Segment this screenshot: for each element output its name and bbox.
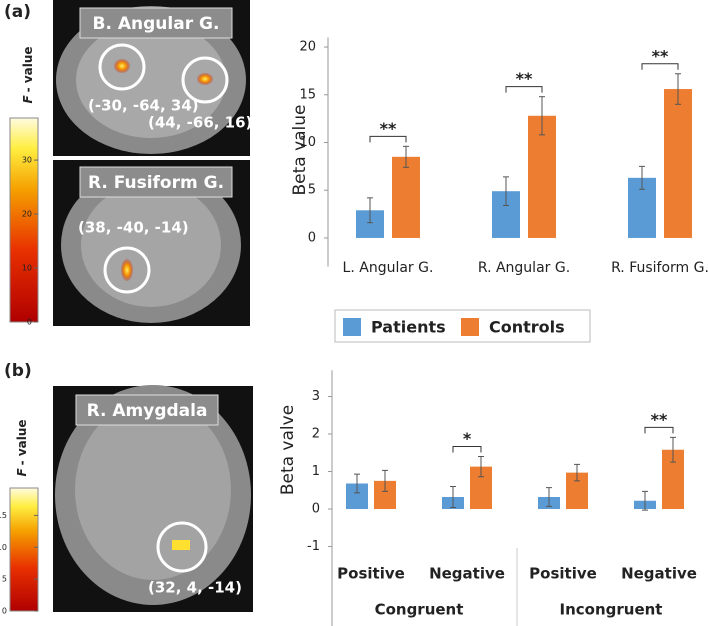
- error-bar: [574, 463, 580, 482]
- brain-title: R. Fusiform G.: [88, 173, 224, 193]
- error-bar: [539, 96, 545, 136]
- legend-swatch: [461, 318, 479, 336]
- y-axis-label: Beta value: [290, 104, 310, 195]
- error-bar: [354, 473, 360, 494]
- coordinate: (32, 4, -14): [148, 579, 242, 597]
- colorbar: [9, 117, 39, 323]
- error-bar: [478, 456, 484, 478]
- bar: [528, 115, 556, 238]
- significance-bracket: [452, 446, 482, 453]
- brain-title: R. Amygdala: [87, 401, 208, 421]
- colorbar-label-italic: F: [15, 468, 29, 477]
- coordinate: (-30, -64, 34): [88, 97, 199, 115]
- significance-bracket: [505, 86, 543, 93]
- bar: [664, 89, 692, 238]
- bar: [662, 449, 684, 509]
- colorbar-tick-label: 10: [22, 264, 32, 273]
- group-label: Congruent: [375, 601, 464, 619]
- y-tick-label: 0: [308, 230, 316, 245]
- colorbar-tick-label: 10: [0, 543, 7, 552]
- x-tick-label: Positive: [337, 565, 405, 583]
- brain-title: B. Angular G.: [93, 14, 220, 34]
- legend-label: Patients: [371, 318, 446, 337]
- x-tick-label: Negative: [429, 565, 505, 583]
- error-bar: [642, 490, 648, 511]
- significance-bracket: [641, 63, 679, 70]
- error-bar: [675, 73, 681, 105]
- significance-label: **: [516, 69, 533, 88]
- y-tick-label: 15: [299, 87, 316, 102]
- colorbar-tick-label: 0: [2, 607, 7, 616]
- x-tick-label: R. Fusiform G.: [611, 260, 709, 276]
- coordinate: (38, -40, -14): [78, 219, 189, 237]
- y-tick-label: 3: [312, 389, 320, 404]
- y-tick-label: 5: [308, 183, 316, 198]
- colorbar-label: F - value: [21, 46, 35, 103]
- error-bar: [670, 436, 676, 463]
- x-tick-label: L. Angular G.: [343, 260, 434, 276]
- bar: [470, 466, 492, 509]
- error-bar: [546, 487, 552, 507]
- colorbar-label-text: - value: [21, 46, 35, 92]
- y-tick-label: 1: [312, 464, 320, 479]
- y-tick-label: 2: [312, 427, 320, 442]
- brain-image: R. Amygdala (32, 4, -14): [53, 385, 253, 612]
- colorbar-label-text: - value: [15, 419, 29, 465]
- significance-label: **: [380, 119, 397, 138]
- significance-label: **: [651, 410, 668, 429]
- x-tick-label: Positive: [529, 565, 597, 583]
- colorbar-label: F - value: [15, 419, 29, 476]
- legend-swatch: [343, 318, 361, 336]
- bar: [566, 472, 588, 509]
- brain-image: R. Fusiform G. (38, -40, -14): [53, 160, 250, 326]
- significance-label: **: [652, 46, 669, 65]
- error-bar: [450, 486, 456, 508]
- error-bar: [367, 197, 373, 224]
- coordinate: (44, -66, 16): [148, 114, 252, 132]
- colorbar-tick-label: 15: [0, 511, 7, 520]
- brain-image: B. Angular G. (-30, -64, 34) (44, -66, 1…: [53, 0, 252, 156]
- colorbar-tick-label: 20: [22, 210, 32, 219]
- y-tick-label: 20: [299, 40, 316, 55]
- significance-label: *: [463, 429, 472, 448]
- error-bar: [639, 165, 645, 190]
- colorbar-tick-label: 30: [22, 156, 32, 165]
- colorbar: [9, 487, 39, 612]
- colorbar-tick-label: 0: [27, 318, 32, 327]
- bar: [392, 156, 420, 238]
- group-label: Incongruent: [560, 601, 663, 619]
- panel-label: (b): [4, 361, 32, 381]
- significance-bracket: [369, 135, 407, 143]
- bar: [374, 480, 396, 509]
- y-tick-label: -1: [307, 539, 320, 554]
- y-axis-label: Beta valve: [278, 405, 298, 495]
- error-bar: [503, 176, 509, 207]
- x-tick-label: R. Angular G.: [478, 260, 570, 276]
- colorbar-label-italic: F: [21, 95, 35, 104]
- colorbar-tick-label: 5: [2, 575, 7, 584]
- y-tick-label: 10: [299, 135, 316, 150]
- x-tick-label: Negative: [621, 565, 697, 583]
- error-bar: [382, 469, 388, 492]
- significance-bracket: [644, 426, 674, 434]
- bar: [346, 483, 368, 509]
- panel-label: (a): [4, 2, 31, 22]
- error-bar: [403, 145, 409, 168]
- legend-label: Controls: [489, 318, 565, 337]
- y-tick-label: 0: [312, 502, 320, 517]
